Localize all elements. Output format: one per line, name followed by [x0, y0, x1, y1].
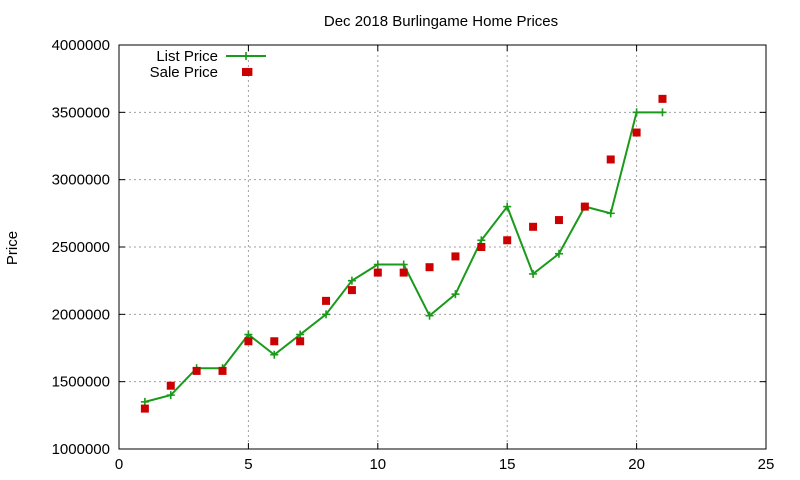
x-tick-label: 15 [499, 456, 516, 473]
sale-price-point [347, 286, 356, 295]
sale-price-point [244, 337, 253, 346]
legend-cross-marker [242, 52, 250, 60]
series-layer [140, 67, 667, 413]
sale-price-point [218, 366, 227, 375]
y-axis-label: Price [4, 231, 21, 265]
sale-price-point [606, 155, 615, 164]
sale-price-point [166, 381, 175, 390]
list-price-point [140, 397, 149, 406]
list-price-point [347, 276, 356, 285]
sale-price-point [399, 268, 408, 277]
x-tick-label: 20 [628, 456, 645, 473]
chart-title: Dec 2018 Burlingame Home Prices [324, 13, 558, 30]
sale-price-point [658, 94, 667, 103]
y-tick-label: 2000000 [52, 306, 110, 323]
legend-label: Sale Price [150, 64, 218, 81]
sale-price-point [451, 252, 460, 261]
sale-price-point [270, 337, 279, 346]
list-price-point [606, 209, 615, 218]
legend-swatch [226, 52, 266, 60]
list-price-point [554, 249, 563, 258]
y-tick-label: 3000000 [52, 172, 110, 189]
y-tick-label: 2500000 [52, 239, 110, 256]
list-price-point [296, 330, 305, 339]
y-tick-label: 3500000 [52, 104, 110, 121]
y-tick-label: 1500000 [52, 374, 110, 391]
sale-price-point [425, 263, 434, 272]
series-sale-price [140, 67, 667, 413]
list-price-line [144, 111, 663, 403]
list-price-point [503, 202, 512, 211]
x-tick-label: 10 [369, 456, 386, 473]
legend-swatch [242, 68, 250, 76]
list-price-point [451, 290, 460, 299]
list-price-point [658, 108, 667, 117]
grid [119, 45, 766, 449]
list-price-point [373, 260, 382, 269]
x-tick-label: 5 [244, 456, 252, 473]
sale-price-point [322, 296, 331, 305]
sale-price-point [554, 216, 563, 225]
sale-price-point [373, 268, 382, 277]
list-price-point [399, 260, 408, 269]
series-list-price [140, 108, 667, 406]
list-price-point [166, 391, 175, 400]
list-price-point [477, 236, 486, 245]
legend-label: List Price [156, 48, 218, 65]
list-price-point [270, 350, 279, 359]
x-tick-label: 0 [115, 456, 123, 473]
sale-price-point [140, 404, 149, 413]
sale-price-point [503, 236, 512, 245]
sale-price-point [580, 202, 589, 211]
sale-price-point [296, 337, 305, 346]
sale-price-point [192, 366, 201, 375]
list-price-point [244, 330, 253, 339]
sale-price-point [632, 128, 641, 137]
list-price-point [322, 310, 331, 319]
sale-price-point [529, 222, 538, 231]
list-price-point [529, 269, 538, 278]
list-price-point [632, 108, 641, 117]
x-tick-label: 25 [758, 456, 775, 473]
y-tick-label: 4000000 [52, 37, 110, 54]
plot-frame [118, 44, 767, 450]
sale-price-point [477, 243, 486, 251]
y-tick-label: 1000000 [52, 441, 110, 458]
list-price-point [425, 311, 434, 320]
